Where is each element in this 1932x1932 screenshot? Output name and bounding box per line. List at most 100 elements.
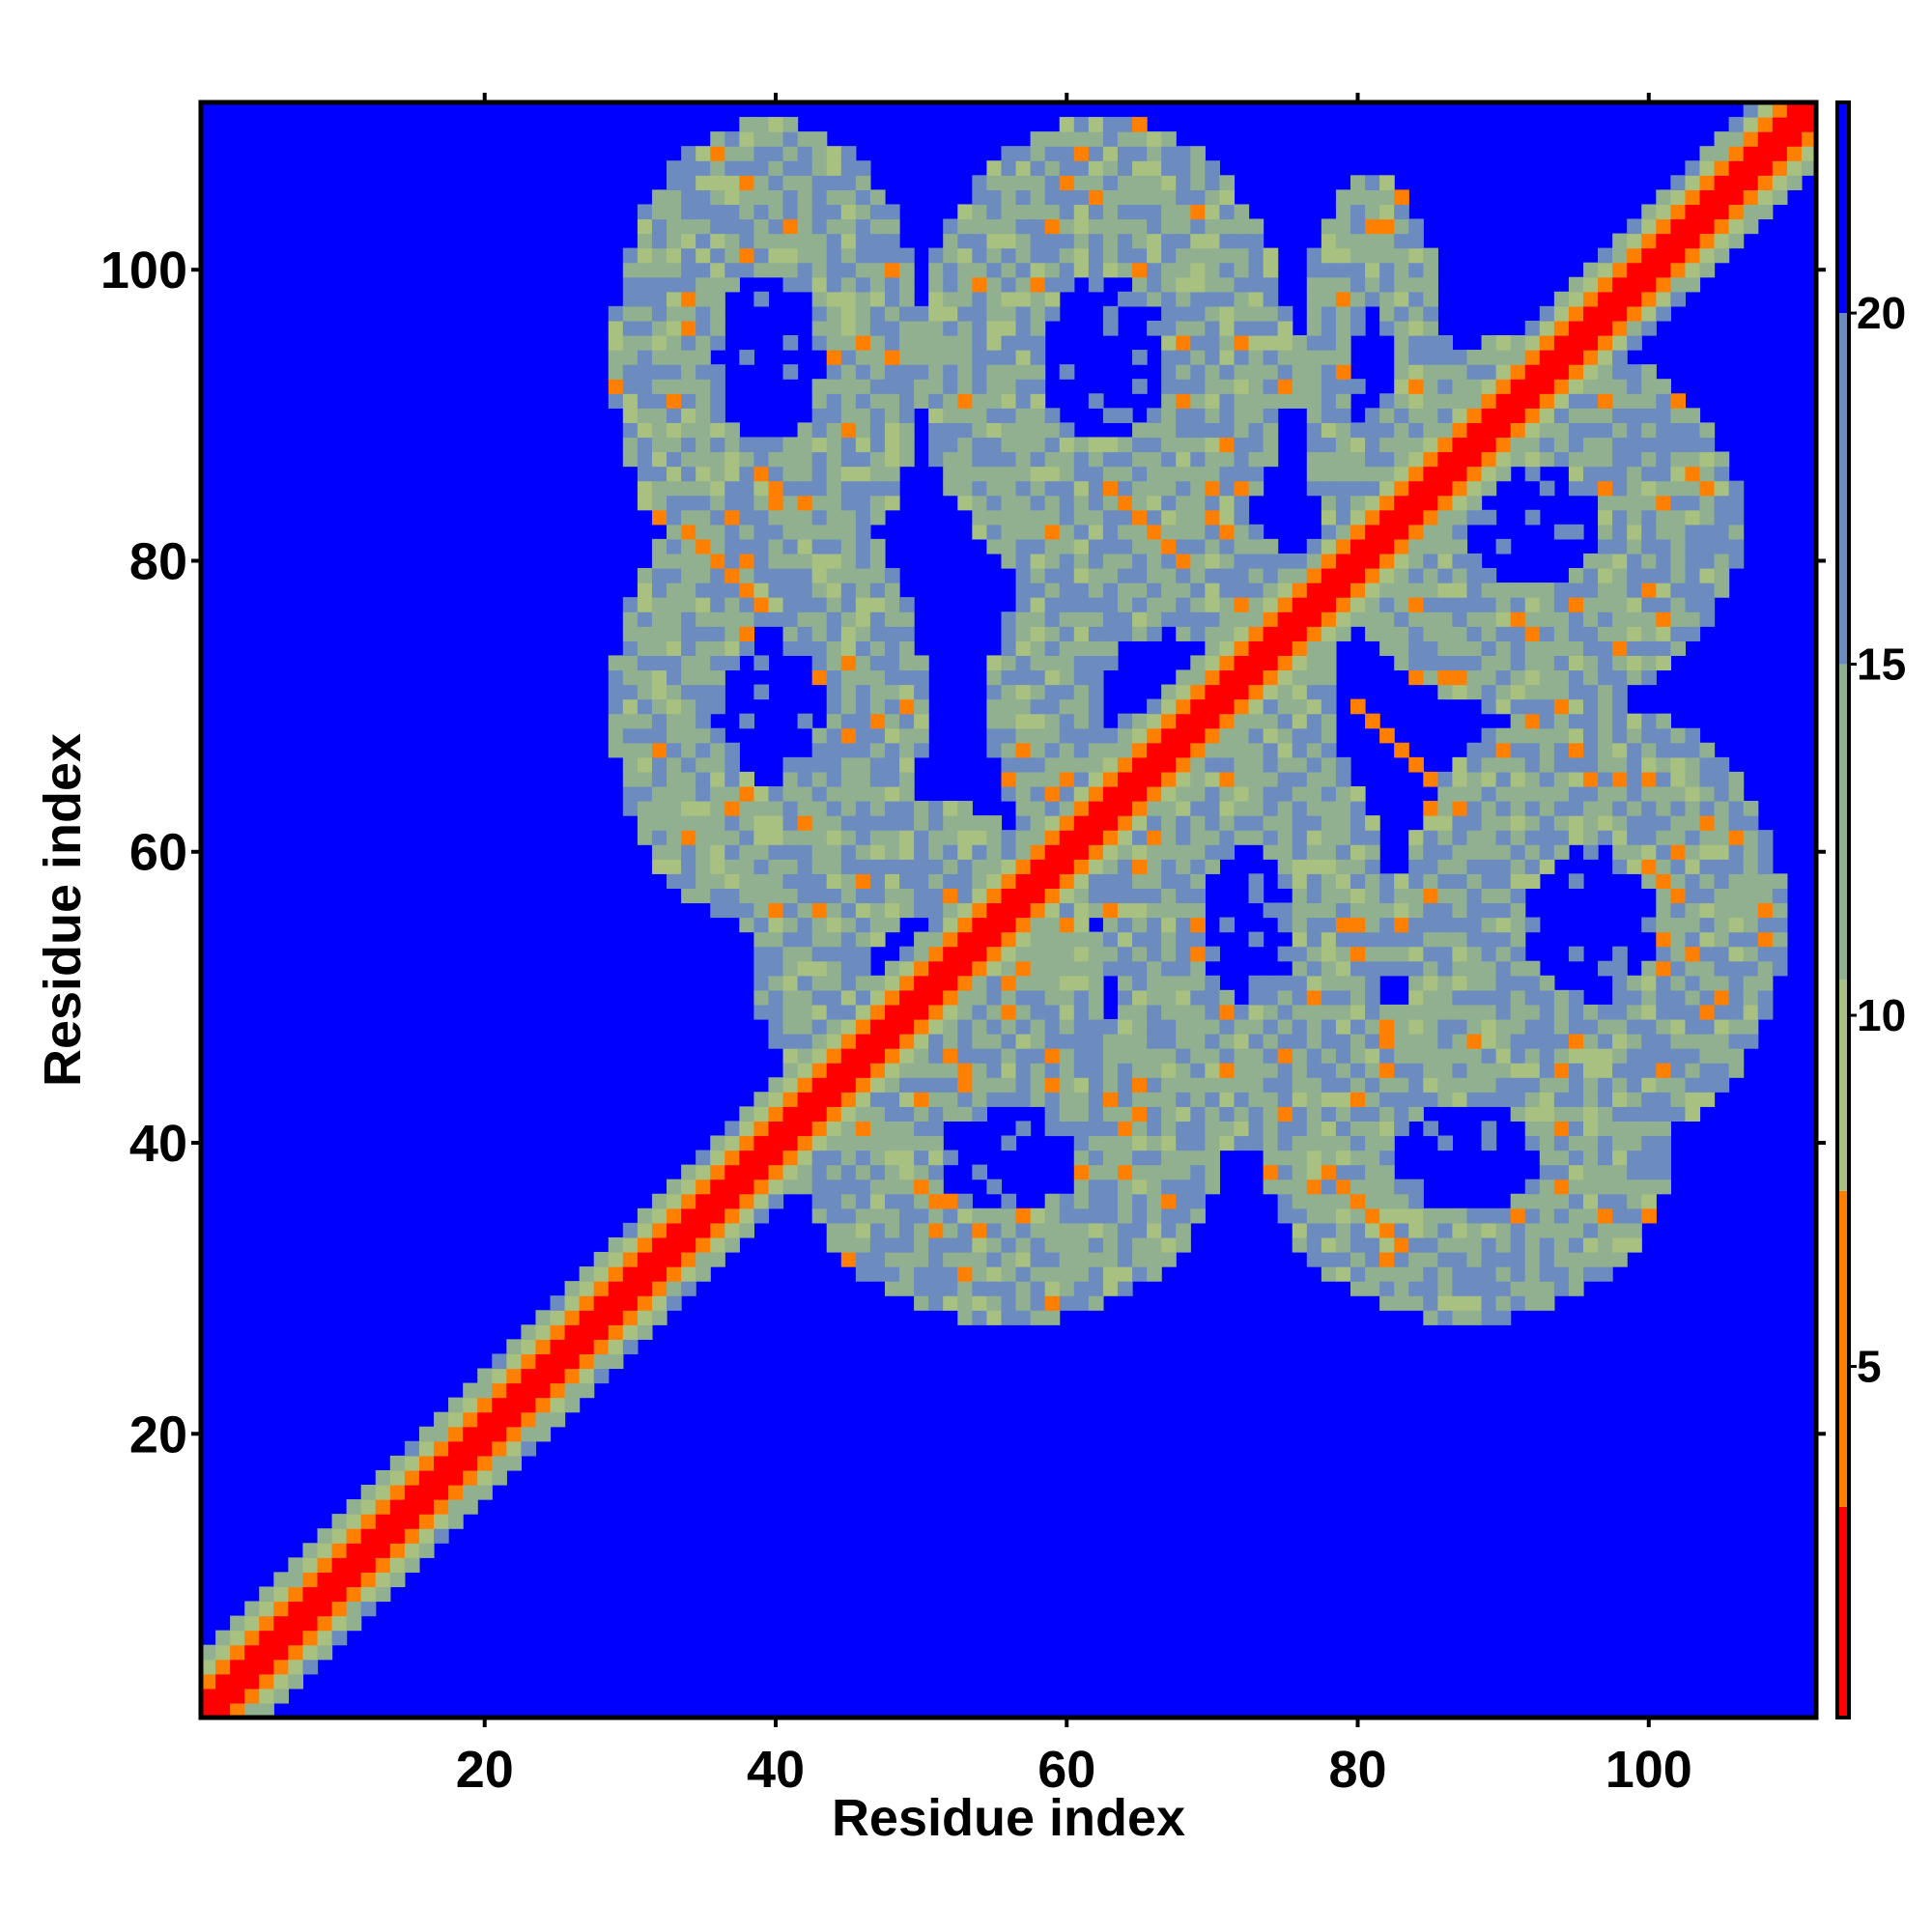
heatmap-cell: [1030, 931, 1046, 948]
heatmap-cell: [1248, 437, 1264, 453]
heatmap-cell: [1088, 276, 1104, 293]
heatmap-cell: [1102, 1063, 1119, 1078]
heatmap-cell: [943, 320, 958, 336]
heatmap-cell: [1408, 437, 1424, 453]
heatmap-cell: [1365, 568, 1380, 583]
heatmap-cell: [1656, 1018, 1671, 1035]
heatmap-cell: [884, 727, 900, 744]
heatmap-cell: [1161, 189, 1177, 206]
heatmap-cell: [434, 1469, 449, 1486]
heatmap-cell: [317, 1601, 333, 1617]
heatmap-cell: [928, 350, 944, 365]
heatmap-cell: [1335, 291, 1351, 307]
heatmap-cell: [1161, 946, 1177, 962]
heatmap-cell: [768, 830, 784, 845]
heatmap-cell: [1132, 989, 1148, 1006]
heatmap-cell: [1044, 669, 1061, 686]
heatmap-cell: [1205, 1179, 1221, 1195]
heatmap-cell: [724, 204, 740, 220]
heatmap-cell: [1147, 1150, 1162, 1166]
heatmap-cell: [1335, 480, 1351, 497]
heatmap-cell: [1015, 568, 1032, 583]
heatmap-cell: [1466, 350, 1483, 365]
heatmap-cell: [826, 175, 842, 190]
heatmap-cell: [826, 1193, 842, 1209]
heatmap-cell: [1598, 698, 1613, 715]
heatmap-cell: [1466, 1266, 1483, 1282]
heatmap-cell: [986, 1266, 1003, 1282]
heatmap-cell: [681, 669, 696, 686]
heatmap-cell: [1394, 262, 1409, 278]
heatmap-cell: [637, 1310, 653, 1325]
heatmap-cell: [914, 305, 929, 322]
heatmap-cell: [1044, 844, 1061, 860]
heatmap-cell: [884, 1092, 900, 1107]
heatmap-cell: [1379, 917, 1395, 933]
heatmap-cell: [724, 1135, 740, 1151]
heatmap-cell: [826, 204, 842, 220]
heatmap-cell: [1263, 1106, 1279, 1122]
heatmap-cell: [1117, 597, 1133, 612]
heatmap-cell: [1481, 1077, 1497, 1093]
heatmap-cell: [1714, 568, 1730, 583]
heatmap-cell: [1015, 1018, 1032, 1035]
heatmap-cell: [957, 305, 973, 322]
heatmap-cell: [899, 771, 915, 787]
heatmap-cell: [1321, 480, 1337, 497]
heatmap-cell: [1524, 1034, 1541, 1049]
heatmap-cell: [1379, 1266, 1395, 1282]
heatmap-cell: [1408, 830, 1424, 845]
heatmap-cell: [1423, 1251, 1438, 1267]
heatmap-cell: [1176, 1004, 1191, 1020]
heatmap-cell: [1539, 1018, 1555, 1035]
heatmap-cell: [797, 1135, 813, 1151]
heatmap-cell: [1132, 379, 1148, 394]
heatmap-cell: [1466, 466, 1483, 482]
heatmap-cell: [667, 1236, 682, 1253]
heatmap-cell: [331, 1630, 348, 1646]
heatmap-cell: [1641, 262, 1657, 278]
heatmap-cell: [840, 815, 857, 831]
heatmap-cell: [840, 931, 857, 948]
heatmap-cell: [1379, 1004, 1395, 1020]
heatmap-cell: [928, 305, 944, 322]
heatmap-cell: [1772, 131, 1788, 147]
heatmap-cell: [884, 233, 900, 249]
heatmap-cell: [418, 1514, 435, 1529]
heatmap-cell: [1728, 160, 1745, 176]
heatmap-cell: [404, 1484, 420, 1500]
heatmap-cell: [1102, 538, 1119, 554]
heatmap-cell: [1394, 189, 1409, 206]
heatmap-cell: [1147, 437, 1162, 453]
heatmap-cell: [1219, 815, 1236, 831]
heatmap-cell: [1670, 524, 1687, 540]
heatmap-cell: [1757, 160, 1774, 176]
heatmap-cell: [1044, 597, 1061, 612]
heatmap-cell: [1306, 844, 1322, 860]
heatmap-cell: [1670, 408, 1687, 423]
heatmap-cell: [1495, 611, 1512, 627]
heatmap-cell: [1219, 1106, 1236, 1122]
heatmap-cell: [1641, 437, 1657, 453]
heatmap-cell: [1466, 975, 1483, 991]
heatmap-cell: [899, 1208, 915, 1224]
heatmap-cell: [550, 1324, 566, 1340]
heatmap-cell: [1205, 1121, 1221, 1137]
heatmap-cell: [1102, 175, 1119, 190]
heatmap-cell: [201, 1688, 216, 1704]
heatmap-cell: [1627, 276, 1642, 293]
heatmap-cell: [1015, 233, 1032, 249]
heatmap-cell: [840, 553, 857, 569]
heatmap-cell: [1205, 1004, 1221, 1020]
y-tick-label: 40: [129, 1115, 187, 1173]
heatmap-cell: [1466, 1222, 1483, 1238]
heatmap-cell: [637, 582, 653, 598]
heatmap-cell: [1321, 640, 1337, 656]
heatmap-cell: [855, 175, 871, 190]
heatmap-cell: [1481, 437, 1497, 453]
heatmap-cell: [1743, 931, 1759, 948]
heatmap-cell: [1248, 727, 1264, 744]
heatmap-cell: [1190, 1077, 1206, 1093]
heatmap-cell: [972, 888, 987, 904]
heatmap-cell: [1612, 756, 1628, 773]
